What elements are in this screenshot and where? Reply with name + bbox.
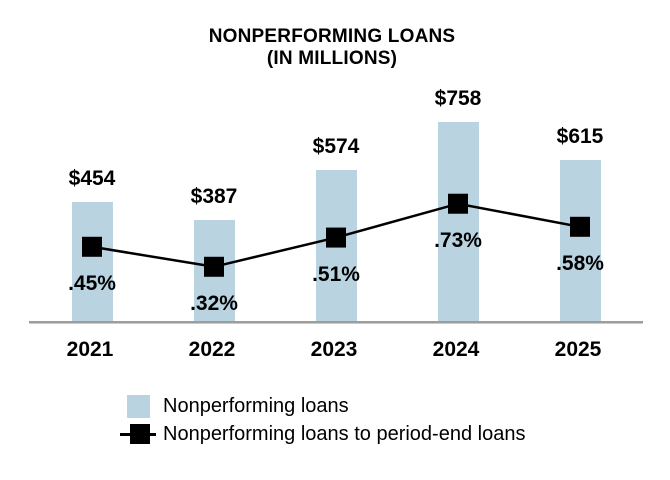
chart-title-line1: NONPERFORMING LOANS xyxy=(208,26,456,47)
square-marker-2022 xyxy=(204,256,224,277)
legend-label-bars: Nonperforming loans xyxy=(163,395,349,417)
line-value-label: .73% xyxy=(434,228,482,252)
square-marker-2023 xyxy=(326,227,346,248)
bar-value-label: $454 xyxy=(68,167,116,190)
square-marker-2025 xyxy=(570,216,590,237)
square-marker-2024 xyxy=(448,193,468,214)
legend-label-line: Nonperforming loans to period-end loans xyxy=(163,423,526,445)
chart-title-line2: (IN MILLIONS) xyxy=(266,48,398,69)
legend: Nonperforming loans Nonperforming loans … xyxy=(120,393,590,449)
bar-value-label: $574 xyxy=(312,135,360,158)
x-axis-label-2024: 2024 xyxy=(432,338,480,361)
x-axis-label-2025: 2025 xyxy=(554,338,602,361)
line-marker-icon xyxy=(120,423,156,445)
square-marker-2021 xyxy=(82,236,102,257)
bar-2021 xyxy=(71,202,113,322)
bar-value-label: $615 xyxy=(556,125,604,148)
line-value-label: .51% xyxy=(312,262,360,286)
legend-item-line: Nonperforming loans to period-end loans xyxy=(120,421,590,449)
x-axis-label-2023: 2023 xyxy=(310,338,358,361)
bar-value-label: $387 xyxy=(190,185,238,208)
line-value-label: .45% xyxy=(68,271,116,295)
line-value-label: .32% xyxy=(190,291,238,315)
bar-value-label: $758 xyxy=(434,87,482,110)
legend-square-marker xyxy=(130,424,150,444)
x-axis-label-2021: 2021 xyxy=(66,338,114,361)
chart-title: NONPERFORMING LOANS (IN MILLIONS) xyxy=(0,26,664,70)
legend-item-bars: Nonperforming loans xyxy=(120,393,590,421)
bar-2024 xyxy=(437,122,479,322)
line-value-label: .58% xyxy=(556,251,604,275)
x-axis-label-2022: 2022 xyxy=(188,338,236,361)
bar-2025 xyxy=(559,160,601,322)
x-axis-line xyxy=(29,321,643,324)
bar-swatch-icon xyxy=(127,395,150,418)
